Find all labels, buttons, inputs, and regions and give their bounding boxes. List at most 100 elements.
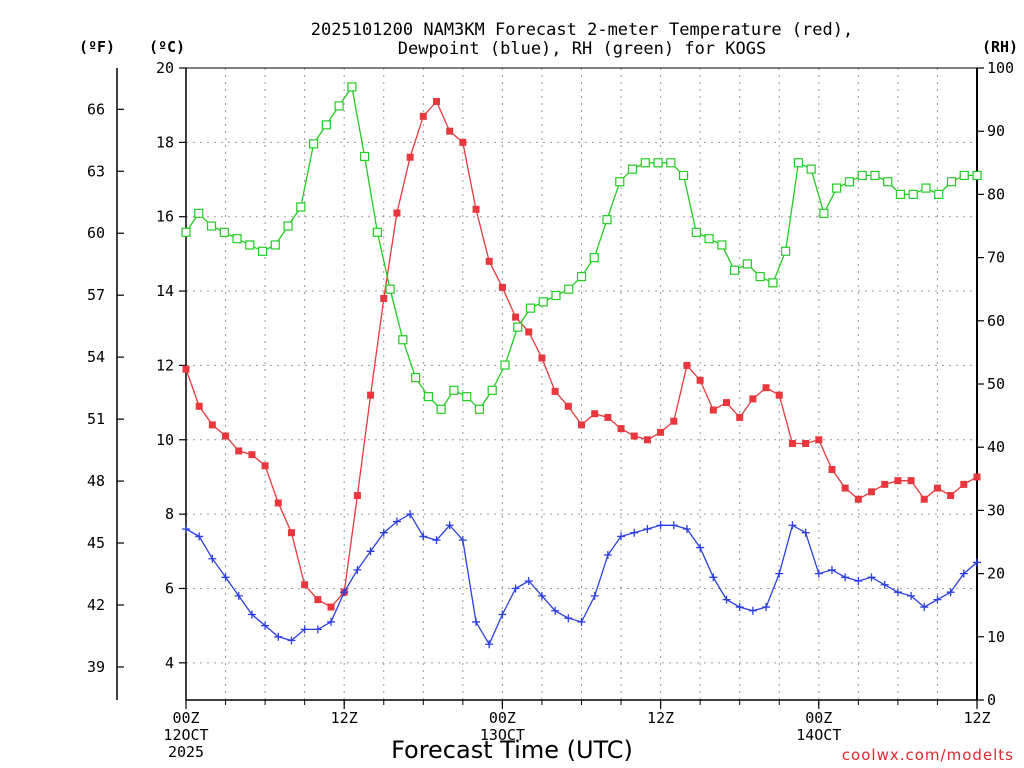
data-point: [946, 588, 955, 597]
data-point: [314, 596, 322, 604]
data-point: [300, 625, 309, 634]
data-point: [283, 221, 293, 231]
data-point: [287, 636, 296, 645]
data-point: [854, 495, 862, 503]
data-point: [392, 517, 401, 526]
data-point: [449, 385, 459, 395]
series-relative-humidity: [181, 82, 982, 414]
data-point: [537, 591, 546, 600]
gridlines: [186, 68, 977, 700]
x-axis-title: Forecast Time (UTC): [391, 736, 633, 764]
data-point: [287, 529, 295, 537]
data-point: [458, 536, 467, 545]
data-point: [591, 410, 599, 418]
data-point: [393, 209, 401, 217]
data-point: [854, 577, 863, 586]
data-point: [257, 246, 268, 256]
data-point: [973, 558, 981, 567]
data-point: [691, 227, 701, 237]
chart-title-line1: 2025101200 NAM3KM Forecast 2-meter Tempe…: [311, 20, 853, 40]
rh-tick-label: 50: [987, 375, 1005, 393]
celsius-tick-label: 16: [156, 208, 174, 226]
series-line: [185, 85, 977, 411]
data-point: [722, 595, 731, 604]
data-point: [221, 573, 230, 582]
fahrenheit-tick-label: 54: [87, 348, 105, 366]
data-point: [921, 183, 931, 193]
data-point: [802, 439, 810, 447]
data-point: [589, 253, 599, 263]
data-point: [643, 524, 652, 533]
data-point: [947, 492, 955, 500]
rh-tick-label: 0: [987, 691, 996, 709]
data-point: [474, 404, 485, 414]
data-point: [749, 395, 757, 403]
data-point: [182, 365, 190, 373]
data-point: [656, 521, 665, 530]
data-point: [446, 127, 454, 135]
data-point: [946, 177, 957, 187]
celsius-tick-label: 8: [165, 505, 174, 523]
data-point: [895, 189, 906, 199]
rh-tick-label: 100: [987, 59, 1014, 77]
data-point: [380, 294, 388, 302]
data-point: [894, 477, 902, 485]
data-point: [445, 521, 454, 530]
data-point: [841, 484, 849, 492]
x-tick-label: 12Z: [331, 709, 358, 727]
data-point: [525, 328, 533, 336]
x-year-label: 2025: [168, 743, 204, 761]
data-point: [762, 384, 770, 392]
celsius-tick-label: 12: [156, 356, 174, 374]
rh-tick-label: 10: [987, 628, 1005, 646]
data-point: [762, 603, 771, 612]
celsius-tick-label: 20: [156, 59, 174, 77]
data-point: [723, 399, 731, 407]
data-point: [630, 528, 639, 537]
data-point: [261, 462, 269, 470]
data-point: [538, 354, 546, 362]
rh-tick-label: 80: [987, 185, 1005, 203]
data-point: [907, 591, 916, 600]
data-point: [908, 189, 918, 199]
rh-tick-label: 30: [987, 501, 1005, 519]
data-point: [617, 532, 626, 541]
data-point: [682, 524, 691, 533]
x-tick-label: 00Z: [489, 709, 516, 727]
data-point: [340, 588, 349, 597]
data-point: [806, 164, 816, 174]
data-point: [972, 170, 982, 181]
data-point: [819, 208, 829, 218]
data-point: [245, 240, 255, 250]
data-point: [313, 625, 322, 634]
x-date-label: 14OCT: [796, 726, 841, 744]
data-point: [704, 234, 714, 244]
data-point: [551, 387, 559, 395]
celsius-tick-label: 18: [156, 133, 174, 151]
celsius-tick-label: 14: [156, 282, 174, 300]
data-point: [498, 610, 507, 619]
celsius-tick-label: 10: [156, 431, 174, 449]
data-point: [617, 425, 625, 433]
data-point: [832, 183, 842, 193]
rh-tick-label: 20: [987, 565, 1005, 583]
data-point: [423, 392, 434, 402]
data-point: [564, 402, 572, 410]
data-point: [459, 138, 467, 146]
data-point: [366, 547, 375, 556]
data-point: [709, 406, 717, 414]
rh-axis-label: (RH): [982, 38, 1018, 56]
data-point: [576, 271, 587, 282]
data-point: [235, 447, 243, 455]
data-point: [301, 581, 309, 589]
axis-ticks: 4 6 8 10 12 14 16 18 20 39 42 45 48 51 54 57 60 63 66 0 10 20…: [87, 59, 1014, 761]
fahrenheit-tick-label: 57: [87, 286, 105, 304]
data-point: [775, 569, 784, 578]
celsius-tick-label: 6: [165, 579, 174, 597]
data-point: [870, 170, 880, 181]
data-point: [577, 617, 586, 626]
data-point: [234, 591, 243, 600]
data-point: [512, 313, 520, 321]
data-point: [893, 588, 902, 597]
